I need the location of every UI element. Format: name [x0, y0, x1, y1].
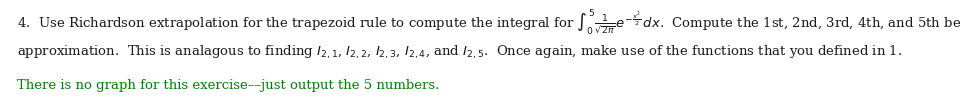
Text: There is no graph for this exercise––just output the 5 numbers.: There is no graph for this exercise––jus…	[17, 79, 440, 92]
Text: approximation.  This is analagous to finding $I_{2,1}$, $I_{2,2}$, $I_{2,3}$, $I: approximation. This is analagous to find…	[17, 43, 902, 61]
Text: 4.  Use Richardson extrapolation for the trapezoid rule to compute the integral : 4. Use Richardson extrapolation for the …	[17, 8, 960, 37]
